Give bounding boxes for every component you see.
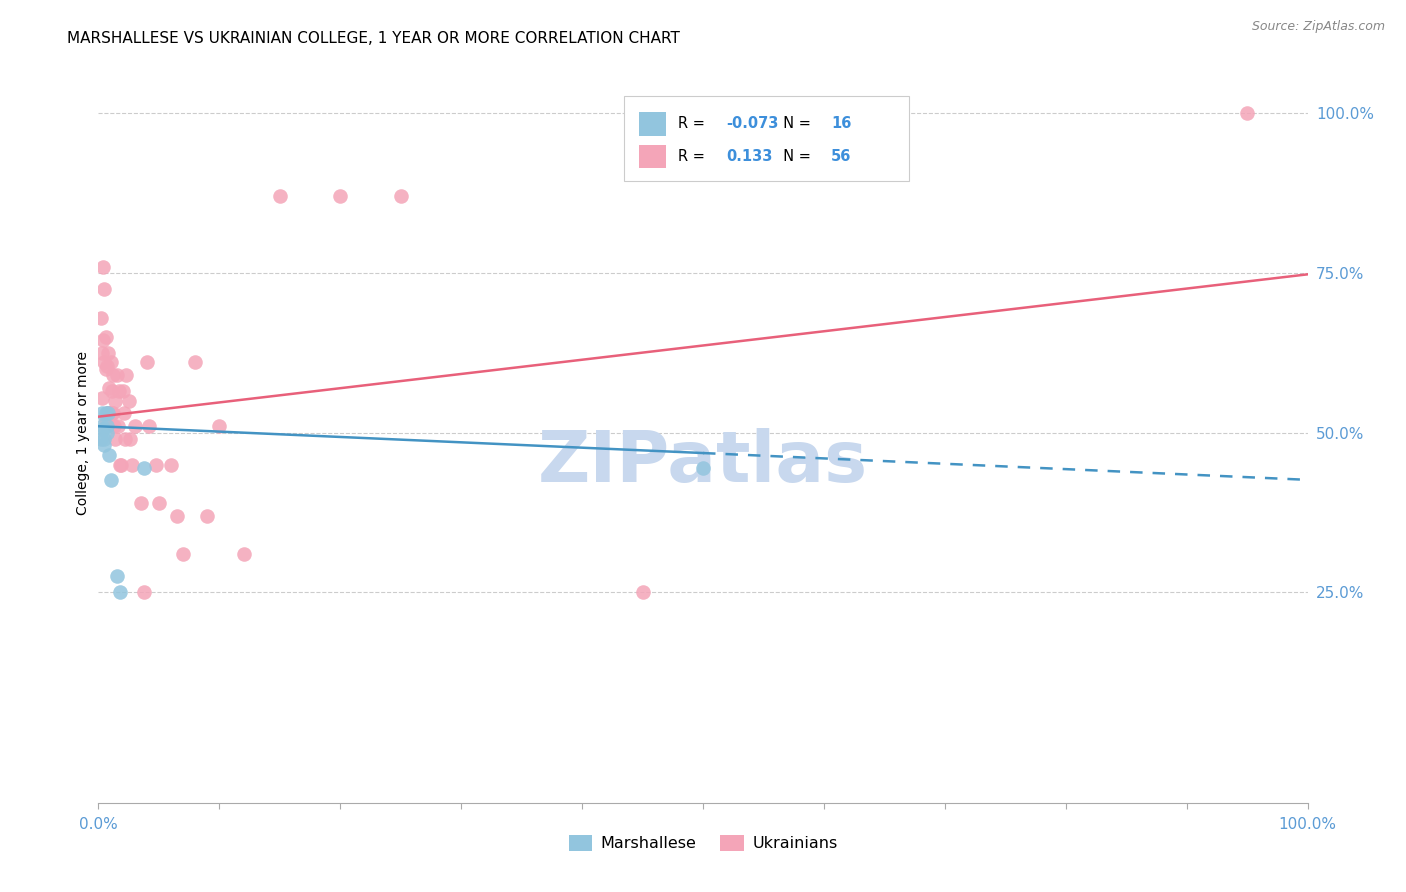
Point [94,361,117,376]
Point [160,458,183,472]
Point [100,407,122,421]
Point [96,407,118,421]
Text: R =: R = [678,149,709,164]
Text: 56: 56 [831,149,852,164]
Point [97,407,120,421]
Point [118,393,141,408]
Point [389,189,412,203]
Point [105,368,128,383]
Point [145,458,167,472]
Point [121,458,143,472]
Text: ZIPatlas: ZIPatlas [538,428,868,497]
Point [98,407,121,421]
FancyBboxPatch shape [638,145,665,169]
Y-axis label: College, 1 year or more: College, 1 year or more [76,351,90,515]
Point [100,355,122,369]
Point [90,310,112,325]
Point [96,419,118,434]
Point [91,333,114,347]
FancyBboxPatch shape [624,95,908,181]
Point [184,355,207,369]
Point [94,407,117,421]
Legend: Marshallese, Ukrainians: Marshallese, Ukrainians [562,829,844,858]
Text: N =: N = [775,149,815,164]
Point [91,419,114,434]
Point [269,189,291,203]
Point [112,407,135,421]
Point [100,384,122,398]
Point [692,460,714,475]
Point [107,419,129,434]
Point [91,407,114,421]
Point [101,368,124,383]
Point [101,407,124,421]
Text: 16: 16 [831,116,852,131]
Point [105,569,128,583]
Text: Source: ZipAtlas.com: Source: ZipAtlas.com [1251,20,1385,33]
Point [96,425,118,440]
Point [91,422,114,436]
Point [94,413,117,427]
Point [93,355,115,369]
Text: MARSHALLESE VS UKRAINIAN COLLEGE, 1 YEAR OR MORE CORRELATION CHART: MARSHALLESE VS UKRAINIAN COLLEGE, 1 YEAR… [67,31,681,46]
Point [91,391,114,405]
Point [148,496,170,510]
Point [1236,106,1258,120]
Point [110,458,132,472]
Point [208,419,231,434]
Point [98,448,121,462]
Text: 0.133: 0.133 [725,149,772,164]
Point [97,346,120,360]
Point [129,496,152,510]
Point [108,458,131,472]
Text: R =: R = [678,116,709,131]
Point [108,384,131,398]
Point [91,346,114,360]
FancyBboxPatch shape [638,112,665,136]
Point [195,508,218,523]
Point [93,282,115,296]
Point [118,432,141,446]
Point [96,359,118,373]
Text: N =: N = [775,116,815,131]
Point [134,585,156,599]
Point [94,330,117,344]
Point [90,432,112,446]
Point [166,508,188,523]
Point [134,460,156,475]
Point [631,585,654,599]
Point [100,474,122,488]
Point [104,432,127,446]
Point [104,393,127,408]
Point [91,260,114,274]
Point [111,384,134,398]
Point [108,585,131,599]
Point [93,432,115,446]
Point [103,419,125,434]
Point [93,438,115,452]
Point [97,407,120,421]
Point [115,368,138,383]
Point [135,355,157,369]
Text: -0.073: -0.073 [725,116,779,131]
Point [124,419,146,434]
Point [100,407,122,421]
Point [172,547,194,561]
Point [232,547,254,561]
Point [329,189,352,203]
Point [114,432,136,446]
Point [138,419,160,434]
Point [98,381,121,395]
